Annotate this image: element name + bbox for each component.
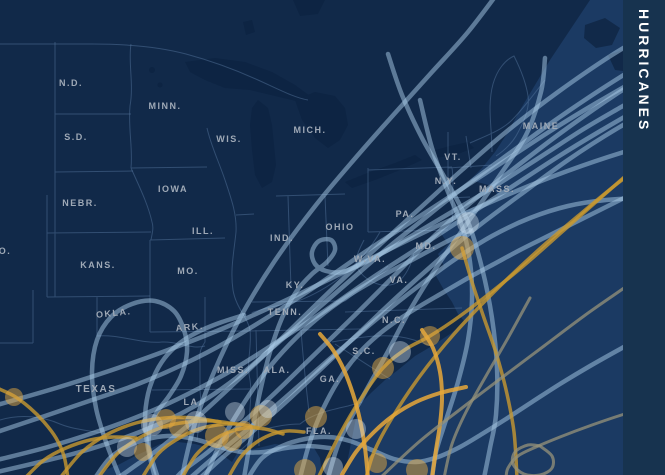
state-label: ARK. <box>175 321 204 333</box>
hurricane-track-blue <box>175 61 665 475</box>
state-label: FLA. <box>306 426 332 436</box>
hurricane-track-blue <box>0 48 665 474</box>
state-label: OHIO <box>325 222 354 232</box>
hurricane-track-gold <box>60 415 222 475</box>
sidebar-title: HURRICANES <box>636 9 652 133</box>
storm-position-dot <box>5 388 23 406</box>
hurricane-track-olive <box>443 296 532 475</box>
storm-position-dot <box>169 417 189 437</box>
storm-position-dot <box>225 402 245 422</box>
state-label: MD. <box>416 241 437 251</box>
state-label: OKLA. <box>96 306 132 320</box>
hurricane-track-blue <box>298 176 665 475</box>
hurricane-track-gold <box>227 429 306 475</box>
storm-position-dot <box>406 459 428 475</box>
storm-position-dot <box>389 341 411 363</box>
storm-position-dot <box>250 405 272 427</box>
state-label: MAINE <box>523 121 560 131</box>
storm-position-dot <box>420 326 440 346</box>
storm-position-dot <box>346 419 366 439</box>
state-label: ILL. <box>192 226 214 236</box>
state-label: S.D. <box>64 132 88 142</box>
storm-position-dots-layer <box>5 212 479 475</box>
hurricane-track-blue <box>242 82 665 475</box>
state-label: GA. <box>320 374 341 384</box>
hurricane-track-olive <box>510 443 555 475</box>
storm-position-dot <box>294 459 316 475</box>
state-labels-layer: N.D. S.D. NEBR. KANS. OKLA. TEXAS MINN. IOWA WIS… <box>0 78 560 436</box>
hurricane-track-gold <box>25 435 138 475</box>
state-label: KY. <box>286 280 305 290</box>
storm-position-dot <box>259 400 277 418</box>
storm-position-dot <box>372 357 394 379</box>
state-label: LA. <box>184 397 203 407</box>
storm-position-dot <box>450 236 474 260</box>
state-label: ALA. <box>264 365 291 375</box>
state-label: IOWA <box>158 184 188 194</box>
storm-position-dot <box>185 411 207 433</box>
state-label: N.Y. <box>435 176 458 186</box>
hurricane-track-orange <box>420 328 444 475</box>
storm-position-dot <box>305 406 327 428</box>
state-label: S.C. <box>352 346 376 356</box>
hurricane-track-blue <box>247 324 665 475</box>
state-label: KANS. <box>80 260 116 270</box>
state-label: VA. <box>390 275 409 285</box>
state-label: MINN. <box>149 101 182 111</box>
storm-position-dot <box>117 437 137 457</box>
state-label: N.D. <box>59 78 83 88</box>
state-label: TENN. <box>268 307 303 317</box>
state-label: WIS. <box>216 134 242 144</box>
state-label: MISS. <box>217 365 249 375</box>
hurricane-track-blue <box>0 139 665 407</box>
state-label: IND. <box>270 233 294 243</box>
state-label: O. <box>0 246 11 256</box>
state-label: N.C. <box>382 315 406 325</box>
great-lakes <box>149 0 474 188</box>
storm-position-dot <box>367 453 387 473</box>
hurricane-track-blue <box>417 97 475 475</box>
hurricane-track-orange <box>339 385 468 475</box>
state-label: VT. <box>444 152 462 162</box>
hurricanes-sidebar: HURRICANES <box>623 0 665 475</box>
hurricane-track-blue <box>203 227 473 475</box>
storm-position-dot <box>134 443 152 461</box>
state-label: W.VA. <box>354 254 386 264</box>
storm-position-dot <box>235 421 253 439</box>
storm-position-dot <box>222 431 242 451</box>
state-label: NEBR. <box>62 198 98 208</box>
state-label: MASS. <box>479 184 515 194</box>
state-label: TEXAS <box>76 384 117 395</box>
hurricane-track-orange <box>318 332 370 475</box>
state-label: MO. <box>177 266 199 276</box>
state-label: MICH. <box>294 125 327 135</box>
hurricane-track-blue <box>0 64 665 434</box>
state-label: PA. <box>396 209 415 219</box>
storm-position-dot <box>323 457 343 475</box>
storm-position-dot <box>457 212 479 234</box>
